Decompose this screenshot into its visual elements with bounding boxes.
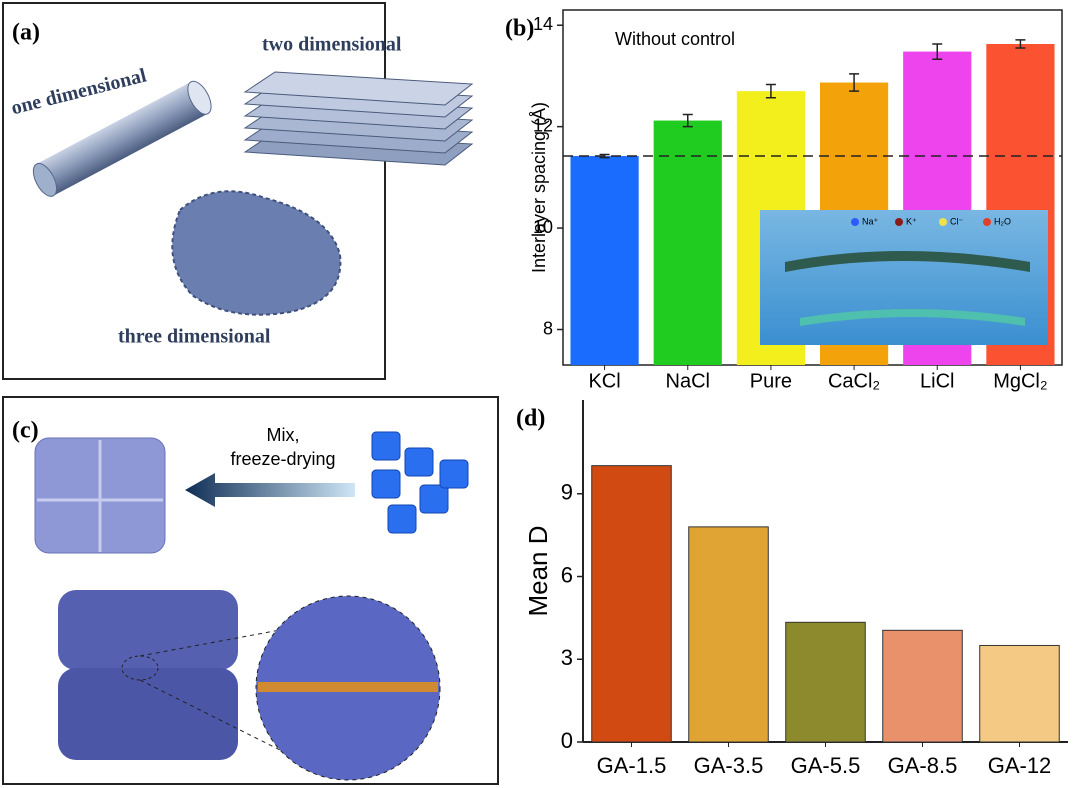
cube	[439, 459, 469, 489]
block	[58, 590, 238, 670]
legend-label: Na⁺	[862, 216, 879, 226]
y-axis-label: Mean D	[523, 525, 553, 616]
label-2d: two dimensional	[262, 34, 402, 56]
cube	[371, 469, 401, 499]
bar	[688, 526, 769, 743]
bar	[591, 465, 672, 743]
process-arrow	[185, 473, 355, 507]
error-bar	[682, 113, 693, 128]
y-tick-label: 0	[561, 728, 573, 753]
cube	[404, 447, 434, 477]
x-tick-label: GA-8.5	[888, 753, 958, 778]
panel-border	[2, 2, 386, 380]
x-tick-label: NaCl	[666, 370, 710, 392]
bar	[653, 120, 722, 365]
y-tick-label: 10	[533, 217, 553, 237]
legend-label: H₂O	[994, 216, 1011, 226]
y-tick-label: 8	[543, 318, 553, 338]
sheets	[243, 71, 474, 166]
arrow-label: freeze-drying	[230, 449, 335, 469]
y-tick-label: 6	[561, 562, 573, 587]
inset-layer	[785, 251, 1030, 272]
annotation: Without control	[615, 29, 735, 49]
inset-legend: Na⁺ K⁺ Cl⁻ H₂O	[851, 216, 1011, 226]
legend-label: Cl⁻	[950, 216, 963, 226]
block	[58, 668, 238, 760]
x-tick-label: GA-3.5	[694, 753, 764, 778]
x-tick-label: KCl	[588, 370, 620, 392]
error-bar	[1015, 39, 1026, 49]
panel-label: (c)	[12, 418, 39, 444]
y-tick-label: 12	[533, 115, 553, 135]
label-3d: three dimensional	[118, 326, 271, 348]
plot-frame	[562, 9, 1063, 366]
error-bar	[765, 83, 776, 99]
x-tick-label: GA-1.5	[597, 753, 667, 778]
tube-end	[32, 162, 58, 197]
zoom-spot	[121, 655, 159, 681]
x-tick-label: CaCl₂	[828, 370, 880, 392]
bar	[979, 644, 1060, 743]
sheet	[243, 71, 474, 106]
panel-label: (a)	[12, 20, 40, 46]
inset-layer	[800, 309, 1025, 326]
arrow-label: Mix,	[267, 425, 300, 445]
x-tick-label: LiCl	[920, 370, 954, 392]
panel-label: (b)	[505, 16, 534, 42]
error-bar	[849, 73, 860, 92]
x-tick-label: MgCl₂	[993, 370, 1047, 392]
x-tick-label: GA-5.5	[791, 753, 861, 778]
y-tick-label: 9	[561, 480, 573, 505]
bar	[570, 156, 639, 365]
y-tick-label: 3	[561, 645, 573, 670]
panel-label: (d)	[516, 406, 545, 432]
legend-dot	[895, 218, 903, 226]
interface	[258, 682, 438, 692]
legend-dot	[851, 218, 859, 226]
cube	[371, 431, 401, 461]
zoom-line	[139, 679, 301, 761]
porous-network	[171, 190, 342, 316]
error-bar	[932, 43, 943, 60]
bar	[785, 621, 866, 743]
x-tick-label: Pure	[750, 370, 792, 392]
nanotube	[32, 80, 212, 197]
y-tick-label: 14	[533, 14, 553, 34]
small-cubes	[371, 431, 469, 534]
legend-label: K⁺	[906, 216, 917, 226]
x-tick-label: GA-12	[988, 753, 1052, 778]
cube	[387, 504, 417, 534]
cube	[419, 484, 449, 514]
legend-dot	[983, 218, 991, 226]
tube-body	[36, 81, 208, 196]
legend-dot	[939, 218, 947, 226]
y-axis-label: Interlayer spacing (Å)	[529, 102, 549, 273]
bar	[882, 629, 963, 743]
tube-end	[187, 80, 212, 115]
